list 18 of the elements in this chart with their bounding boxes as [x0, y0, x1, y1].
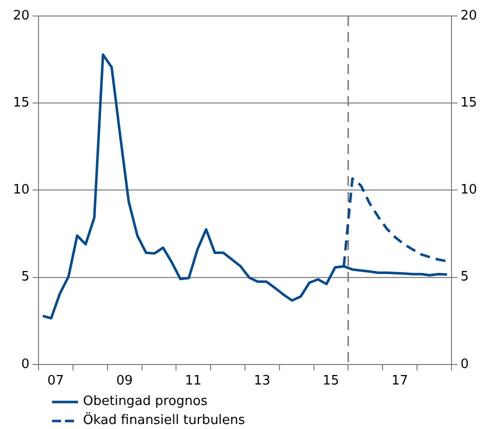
x-tick-label: 11	[184, 374, 202, 389]
y-tick-label: 5	[21, 270, 30, 285]
y-tick-label: 20	[12, 8, 30, 24]
x-tick-label: 13	[254, 374, 270, 389]
x-tick-label: 09	[116, 374, 133, 389]
y-tick-label: 10	[12, 182, 30, 198]
y2-tick-label: 5	[460, 270, 469, 285]
y2-tick-label: 0	[460, 356, 469, 372]
x-tick-label: 17	[391, 374, 408, 389]
y2-tick-label: 15	[460, 95, 478, 110]
x-tick-label: 15	[322, 374, 340, 389]
legend-label: Obetingad prognos	[83, 393, 208, 411]
y-tick-label: 15	[12, 95, 30, 110]
y-tick-label: 0	[21, 356, 30, 372]
x-tick-label: 07	[47, 374, 64, 389]
y2-tick-label: 20	[460, 8, 478, 24]
legend-label: Ökad finansiell turbulens	[83, 411, 246, 429]
y2-tick-label: 10	[460, 182, 478, 198]
